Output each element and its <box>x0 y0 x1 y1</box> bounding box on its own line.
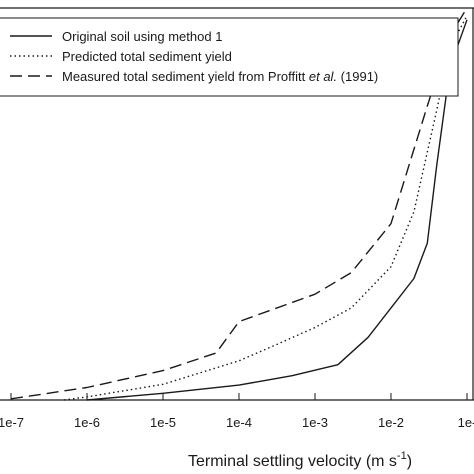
x-tick-label: 1e-4 <box>226 415 252 430</box>
x-tick-label: 1e- <box>458 415 474 430</box>
x-ticks: 1e-7 1e-6 1e-5 1e-4 1e-3 1e-2 1e- <box>0 393 474 430</box>
legend-label-3: Measured total sediment yield from Proff… <box>62 69 378 84</box>
legend-label-2: Predicted total sediment yield <box>62 49 232 64</box>
x-tick-label: 1e-2 <box>378 415 404 430</box>
legend-box <box>0 17 459 97</box>
x-tick-label: 1e-7 <box>0 415 24 430</box>
x-axis-title: Terminal settling velocity (m s-1) <box>188 450 412 470</box>
legend: Original soil using method 1 Predicted t… <box>0 17 459 97</box>
x-tick-label: 1e-3 <box>302 415 328 430</box>
x-tick-label: 1e-5 <box>150 415 176 430</box>
series-line-solid <box>86 19 468 401</box>
series-line-dotted <box>64 15 468 401</box>
legend-label-1: Original soil using method 1 <box>62 29 222 44</box>
x-tick-label: 1e-6 <box>74 415 100 430</box>
